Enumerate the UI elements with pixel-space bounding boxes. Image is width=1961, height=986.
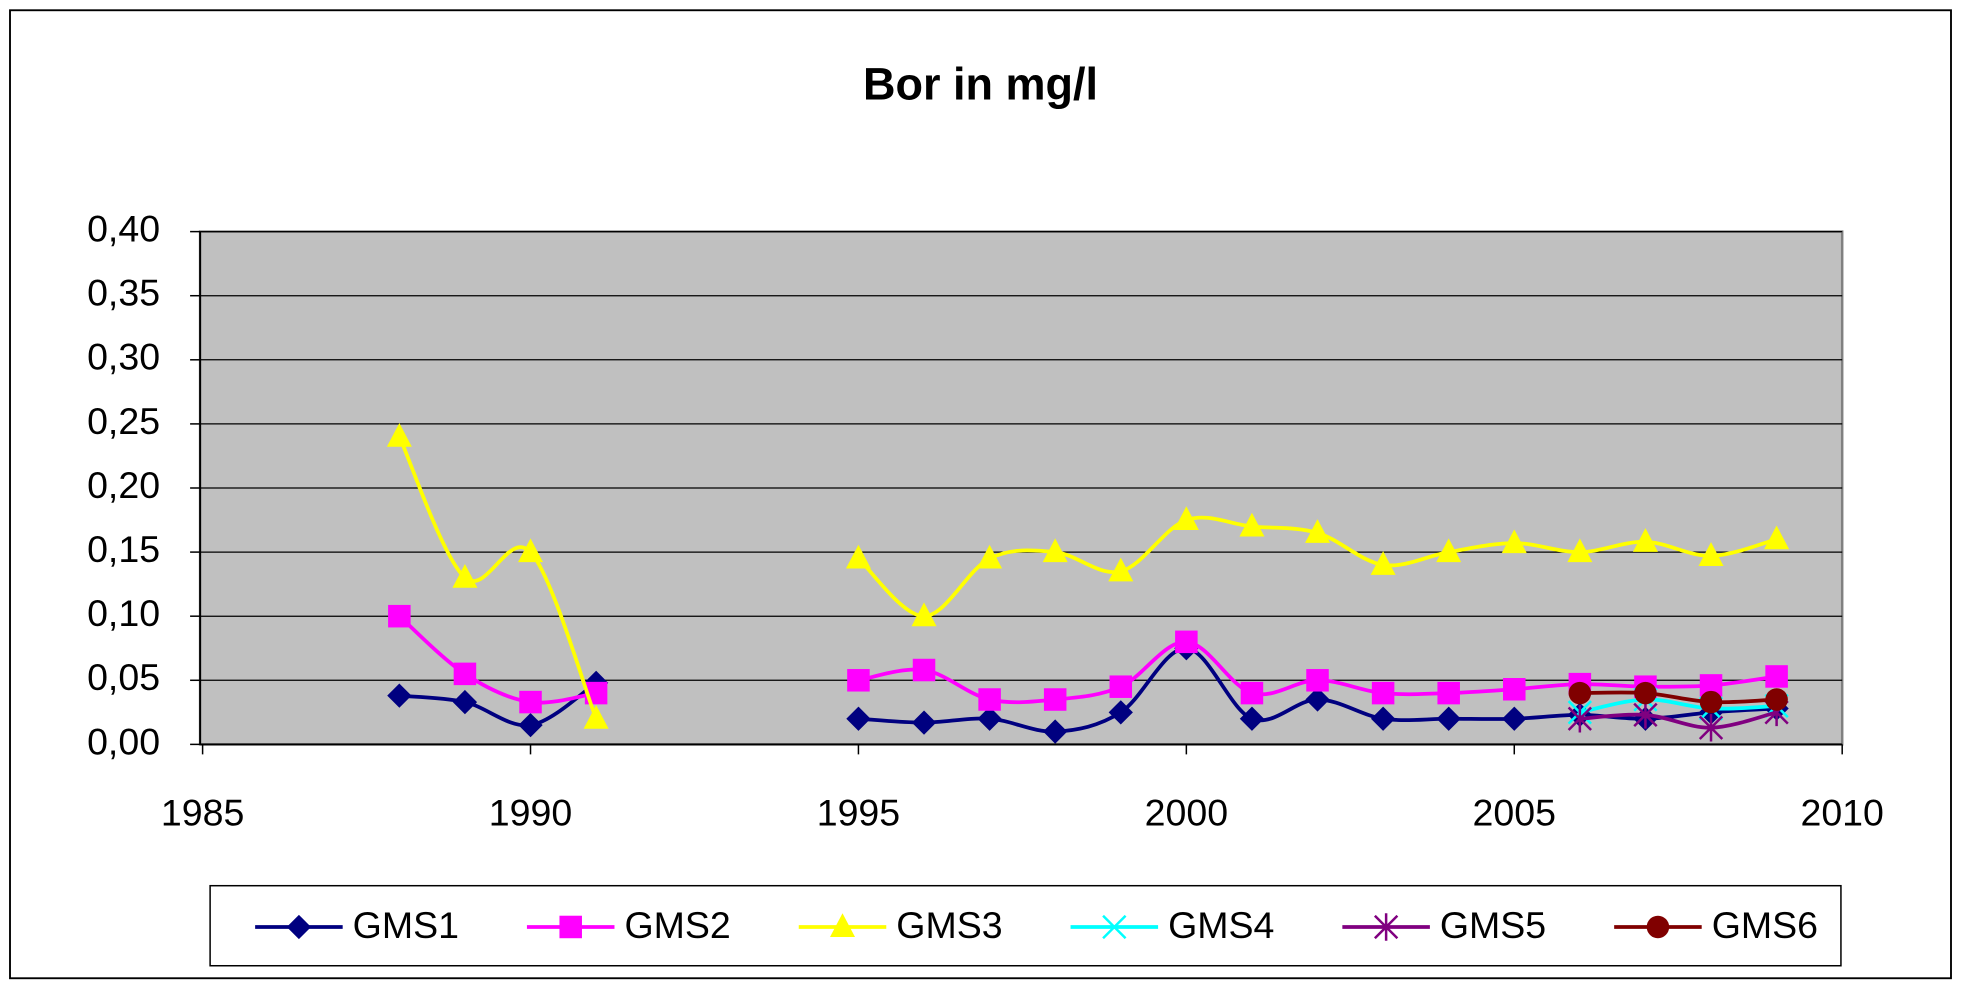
data-point <box>1568 681 1592 705</box>
chart-title: Bor in mg/l <box>863 59 1098 110</box>
data-point <box>1370 551 1396 575</box>
data-point <box>453 662 477 686</box>
x-tick-label: 1990 <box>489 792 572 834</box>
data-point <box>1765 665 1788 688</box>
data-point <box>847 669 870 692</box>
data-point <box>977 544 1003 569</box>
data-point <box>1043 688 1067 711</box>
data-point <box>911 710 937 735</box>
data-point <box>1042 538 1068 563</box>
data-point <box>977 706 1002 731</box>
legend <box>209 884 1842 967</box>
data-point <box>518 538 544 563</box>
y-tick-label: 0,25 <box>87 400 160 442</box>
data-point <box>845 544 871 569</box>
data-point <box>388 604 411 628</box>
series-line <box>1579 690 1777 705</box>
data-point <box>912 658 936 682</box>
data-point <box>1632 528 1658 552</box>
data-point <box>1699 674 1723 697</box>
legend-marker <box>559 915 582 939</box>
y-tick-label: 0,05 <box>87 656 160 698</box>
x-tick-label: 2005 <box>1473 792 1556 834</box>
legend-marker <box>1373 913 1399 941</box>
data-point <box>1175 630 1198 654</box>
legend-label: GMS4 <box>1168 904 1274 946</box>
legend-marker <box>830 913 856 937</box>
data-point <box>1371 681 1395 705</box>
data-point <box>452 563 478 588</box>
data-point <box>1043 719 1068 744</box>
data-point <box>1567 704 1592 733</box>
legend-marker <box>1646 915 1670 939</box>
x-tick-label: 1995 <box>817 792 900 834</box>
data-point <box>1436 706 1461 731</box>
data-point <box>846 706 871 731</box>
data-point <box>1502 706 1527 731</box>
data-point <box>1305 687 1330 712</box>
data-point <box>1698 542 1724 566</box>
data-point <box>1765 688 1788 711</box>
legend-label: GMS3 <box>896 904 1002 946</box>
data-point <box>1306 669 1329 692</box>
y-tick-label: 0,00 <box>87 720 160 762</box>
data-point <box>1109 675 1133 698</box>
legend-label: GMS5 <box>1440 904 1546 946</box>
x-tick-label: 2000 <box>1145 792 1228 834</box>
data-point <box>1567 538 1593 563</box>
y-tick-label: 0,10 <box>87 592 160 634</box>
data-point <box>1240 681 1264 705</box>
data-point <box>386 422 412 447</box>
data-point <box>1239 512 1265 537</box>
data-point <box>1764 525 1790 550</box>
data-point <box>1634 681 1657 705</box>
data-point <box>452 689 478 715</box>
legend-label: GMS1 <box>353 904 459 946</box>
y-tick-label: 0,40 <box>87 208 160 250</box>
data-point <box>1437 681 1460 705</box>
data-point <box>1501 529 1527 554</box>
y-tick-label: 0,15 <box>87 528 160 570</box>
data-point <box>1698 713 1724 742</box>
data-point <box>1436 538 1462 563</box>
x-tick-label: 1985 <box>161 792 244 834</box>
data-point <box>1370 706 1396 731</box>
data-point <box>1633 701 1658 729</box>
legend-marker <box>1102 914 1127 940</box>
data-point <box>1699 690 1723 714</box>
data-point <box>1503 678 1526 701</box>
x-tick-label: 2010 <box>1800 792 1883 834</box>
series-line <box>1579 697 1777 715</box>
y-tick-label: 0,35 <box>87 272 160 314</box>
legend-label: GMS6 <box>1712 904 1818 946</box>
data-point <box>519 690 542 714</box>
y-tick-label: 0,30 <box>87 336 160 378</box>
data-point <box>1108 700 1133 725</box>
data-point <box>1239 706 1265 731</box>
data-point <box>1305 519 1331 543</box>
series-line <box>1579 710 1778 730</box>
data-point <box>911 602 937 627</box>
data-point <box>1173 506 1199 531</box>
data-point <box>387 683 412 708</box>
legend-marker <box>286 914 312 940</box>
y-tick-label: 0,20 <box>87 464 160 506</box>
data-point <box>583 704 609 729</box>
data-point <box>978 688 1001 711</box>
data-point <box>1108 557 1134 582</box>
legend-label: GMS2 <box>624 904 730 946</box>
data-point <box>518 713 543 738</box>
